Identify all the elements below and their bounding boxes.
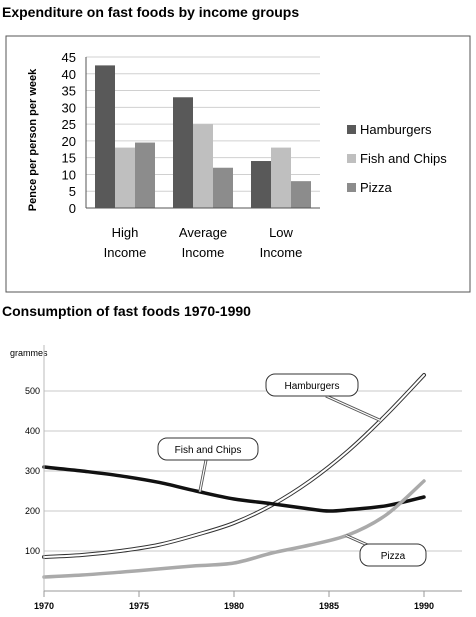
line-y-tick-label: 100: [25, 546, 40, 556]
line-x-tick-label: 1970: [34, 601, 54, 611]
bar: [135, 142, 155, 208]
line-x-tick-label: 1980: [224, 601, 244, 611]
series-line-hamburgers-outline: [42, 373, 426, 559]
annotation-pointer-inner: [325, 395, 381, 421]
bar-y-tick-label: 0: [69, 201, 76, 216]
line-y-tick-label: 200: [25, 506, 40, 516]
annotation-box: [359, 543, 427, 567]
annotation-box: [157, 437, 259, 461]
bar: [173, 97, 193, 208]
line-y-tick-label: 400: [25, 426, 40, 436]
line-chart-series: [42, 373, 426, 579]
bar-chart-y-axis-label: Pence per person per week: [27, 68, 39, 211]
bar: [213, 167, 233, 208]
bar: [291, 181, 311, 208]
line-x-tick-label: 1990: [414, 601, 434, 611]
bar-chart-title: Expenditure on fast foods by income grou…: [2, 4, 300, 20]
annotation-label: Hamburgers: [284, 381, 339, 392]
annotation-box: [265, 373, 359, 397]
line-x-tick-label: 1985: [319, 601, 339, 611]
bar-x-tick-label: Income: [260, 245, 303, 260]
bar-chart-bars: [95, 65, 311, 208]
bar-y-tick-label: 5: [69, 184, 76, 199]
bar-x-tick-label: Average: [179, 225, 227, 240]
bar-y-tick-label: 35: [62, 84, 76, 99]
bar-x-tick-label: High: [112, 225, 139, 240]
series-line-pizza: [42, 479, 426, 579]
line-x-tick-label: 1975: [129, 601, 149, 611]
legend-swatch: [347, 125, 356, 134]
bar-chart-legend: Hamburgers Fish and Chips Pizza: [347, 122, 447, 195]
legend-label: Pizza: [360, 180, 393, 195]
legend-label: Fish and Chips: [360, 151, 447, 166]
bar-chart-axes: 051015202530354045HighIncomeAverageIncom…: [62, 50, 320, 260]
series-line-hamburgers: [43, 374, 425, 558]
bar-x-tick-label: Low: [269, 225, 293, 240]
bar-y-tick-label: 30: [62, 100, 76, 115]
bar: [251, 161, 271, 208]
series-line-fish-and-chips: [42, 465, 426, 513]
legend-swatch: [347, 154, 356, 163]
line-y-tick-label: 300: [25, 466, 40, 476]
bar: [115, 147, 135, 208]
bar-x-tick-label: Income: [104, 245, 147, 260]
bar-y-tick-label: 15: [62, 151, 76, 166]
bar-y-tick-label: 10: [62, 167, 76, 182]
line-y-tick-label: 500: [25, 386, 40, 396]
bar-y-tick-label: 40: [62, 67, 76, 82]
annotation-pointer-inner: [199, 459, 207, 492]
bar: [95, 65, 115, 208]
bar-chart: 051015202530354045HighIncomeAverageIncom…: [5, 35, 471, 293]
line-chart-title: Consumption of fast foods 1970-1990: [2, 303, 251, 319]
bar-y-tick-label: 45: [62, 50, 76, 65]
bar-chart-frame: [5, 35, 471, 293]
line-chart-y-axis-label: grammes: [10, 348, 48, 358]
bar: [271, 147, 291, 208]
legend-label: Hamburgers: [360, 122, 432, 137]
bar-y-tick-label: 20: [62, 134, 76, 149]
annotation-label: Fish and Chips: [175, 445, 242, 456]
line-chart-axes: 100 200 300 400 500 1970 1975 1980 1985 1990: [25, 345, 462, 611]
line-chart-annotations: Hamburgers Fish and Chips Pizza: [157, 373, 427, 567]
annotation-label: Pizza: [381, 551, 406, 562]
bar: [193, 124, 213, 208]
line-chart-grid: [44, 390, 462, 552]
bar-x-tick-label: Income: [182, 245, 225, 260]
bar-y-tick-label: 25: [62, 117, 76, 132]
legend-swatch: [347, 183, 356, 192]
